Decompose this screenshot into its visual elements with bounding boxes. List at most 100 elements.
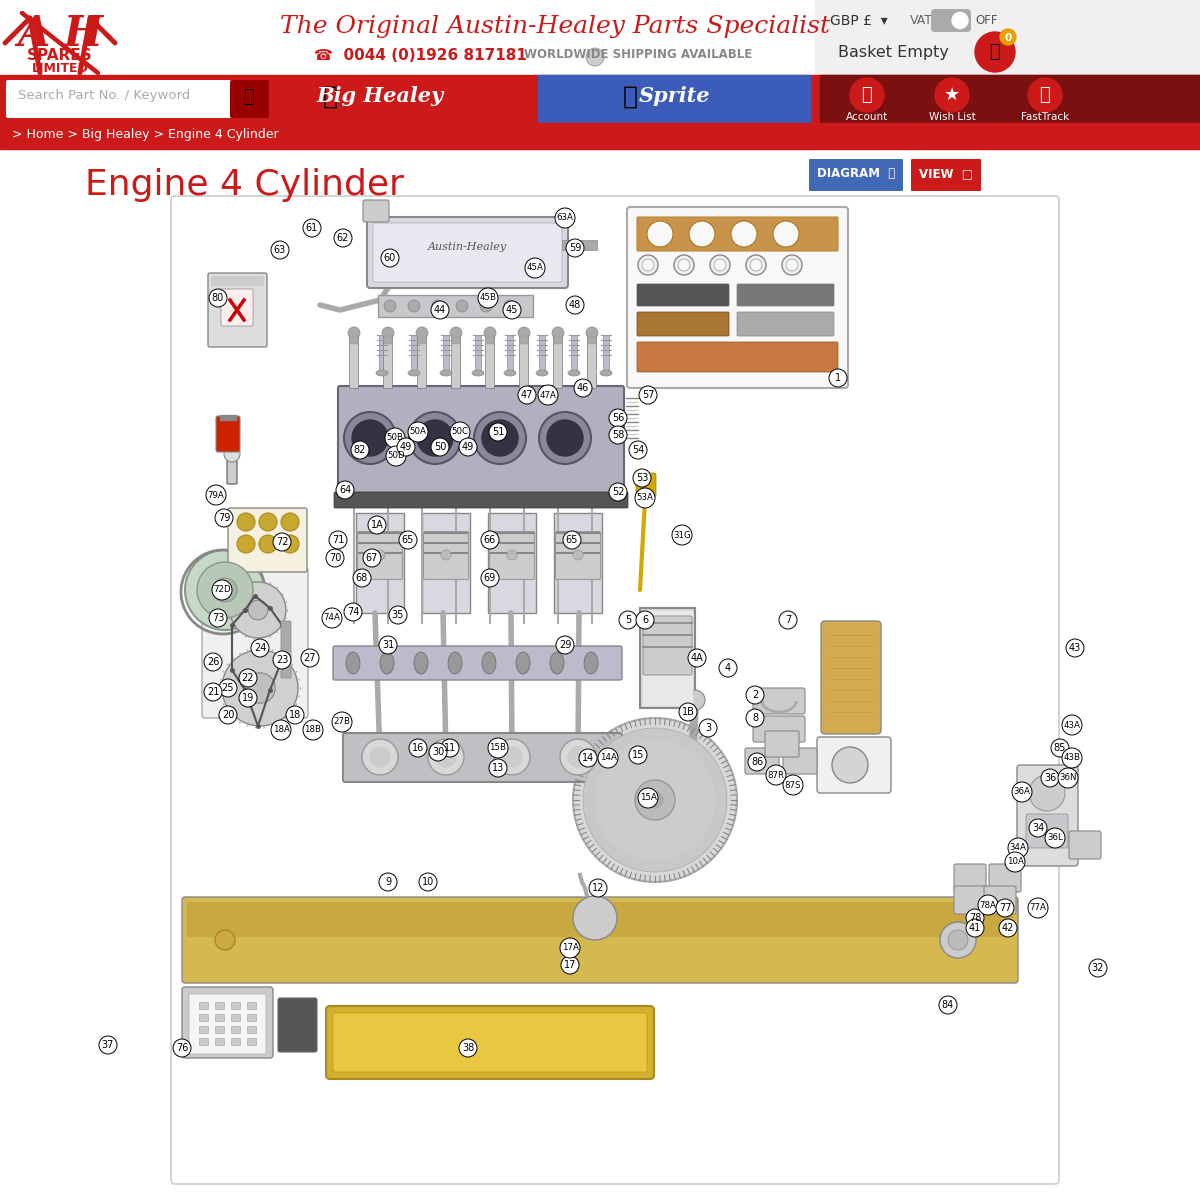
Circle shape <box>629 746 647 764</box>
Text: 17: 17 <box>564 960 576 970</box>
Circle shape <box>416 326 428 338</box>
FancyBboxPatch shape <box>334 646 622 680</box>
Text: 13: 13 <box>492 763 504 773</box>
Text: 66: 66 <box>484 535 496 545</box>
Circle shape <box>974 32 1015 72</box>
Text: 61: 61 <box>306 223 318 233</box>
Text: 77A: 77A <box>1030 904 1046 912</box>
Text: Engine 4 Cylinder: Engine 4 Cylinder <box>85 168 404 202</box>
Bar <box>554 514 602 613</box>
Circle shape <box>259 535 277 553</box>
Circle shape <box>1062 748 1082 768</box>
Bar <box>554 336 562 344</box>
Circle shape <box>638 788 658 808</box>
Circle shape <box>688 649 706 667</box>
Circle shape <box>364 550 382 566</box>
Circle shape <box>482 420 518 456</box>
Circle shape <box>490 422 508 440</box>
FancyBboxPatch shape <box>384 332 392 389</box>
Circle shape <box>647 792 662 808</box>
Bar <box>379 335 385 373</box>
FancyBboxPatch shape <box>754 688 805 714</box>
Text: 71: 71 <box>332 535 344 545</box>
Circle shape <box>431 438 449 456</box>
Circle shape <box>850 78 884 112</box>
Circle shape <box>344 412 396 464</box>
Circle shape <box>689 221 715 247</box>
Bar <box>539 335 545 373</box>
Text: 48: 48 <box>569 300 581 310</box>
Circle shape <box>302 218 322 236</box>
FancyBboxPatch shape <box>199 1026 209 1033</box>
Circle shape <box>220 706 238 724</box>
Circle shape <box>389 606 407 624</box>
Circle shape <box>379 636 397 654</box>
Text: 72D: 72D <box>214 586 230 594</box>
Text: 20: 20 <box>222 710 234 720</box>
Text: 15B: 15B <box>490 744 506 752</box>
Circle shape <box>731 221 757 247</box>
Circle shape <box>966 919 984 937</box>
Text: 🚗: 🚗 <box>323 85 337 109</box>
Circle shape <box>450 326 462 338</box>
Text: 31G: 31G <box>673 530 691 540</box>
Circle shape <box>222 650 298 726</box>
FancyBboxPatch shape <box>6 80 232 118</box>
FancyBboxPatch shape <box>216 1014 224 1021</box>
Circle shape <box>595 740 715 860</box>
FancyBboxPatch shape <box>737 284 834 306</box>
Text: 72: 72 <box>276 538 288 547</box>
Text: SPARES: SPARES <box>28 48 92 62</box>
Circle shape <box>326 550 344 566</box>
Circle shape <box>408 300 420 312</box>
Bar <box>443 335 449 373</box>
Text: 10: 10 <box>422 877 434 887</box>
Circle shape <box>185 550 265 630</box>
Bar <box>588 336 596 344</box>
Bar <box>422 514 470 613</box>
Circle shape <box>259 514 277 530</box>
Circle shape <box>574 379 592 397</box>
Ellipse shape <box>504 370 516 376</box>
Text: LIMITED: LIMITED <box>31 62 89 74</box>
FancyBboxPatch shape <box>232 1026 240 1033</box>
Text: 67: 67 <box>366 553 378 563</box>
FancyBboxPatch shape <box>232 1038 240 1045</box>
FancyBboxPatch shape <box>228 508 307 572</box>
Circle shape <box>209 289 227 307</box>
FancyBboxPatch shape <box>809 158 904 191</box>
Circle shape <box>215 509 233 527</box>
FancyBboxPatch shape <box>637 312 730 336</box>
Circle shape <box>239 670 257 686</box>
Circle shape <box>773 221 799 247</box>
Circle shape <box>562 956 580 974</box>
Circle shape <box>474 412 526 464</box>
Text: 70: 70 <box>329 553 341 563</box>
Text: 38: 38 <box>462 1043 474 1054</box>
Circle shape <box>442 739 458 757</box>
Circle shape <box>750 259 762 271</box>
Circle shape <box>336 481 354 499</box>
Circle shape <box>586 48 604 66</box>
Text: 49: 49 <box>400 442 412 452</box>
Circle shape <box>214 578 238 602</box>
FancyBboxPatch shape <box>334 1013 647 1072</box>
Text: 18B: 18B <box>305 726 322 734</box>
Circle shape <box>329 530 347 550</box>
Text: 45: 45 <box>506 305 518 314</box>
Circle shape <box>935 78 970 112</box>
FancyBboxPatch shape <box>202 566 308 718</box>
Circle shape <box>1008 838 1028 858</box>
Circle shape <box>560 938 580 958</box>
Circle shape <box>504 300 516 312</box>
Text: 43B: 43B <box>1063 754 1080 762</box>
Text: 21: 21 <box>206 686 220 697</box>
Circle shape <box>583 728 727 872</box>
Text: 3: 3 <box>704 722 712 733</box>
FancyBboxPatch shape <box>232 1014 240 1021</box>
Circle shape <box>1028 898 1048 918</box>
Text: Basket Empty: Basket Empty <box>838 44 949 60</box>
Circle shape <box>382 326 394 338</box>
Circle shape <box>224 446 240 462</box>
Text: 16: 16 <box>412 743 424 754</box>
